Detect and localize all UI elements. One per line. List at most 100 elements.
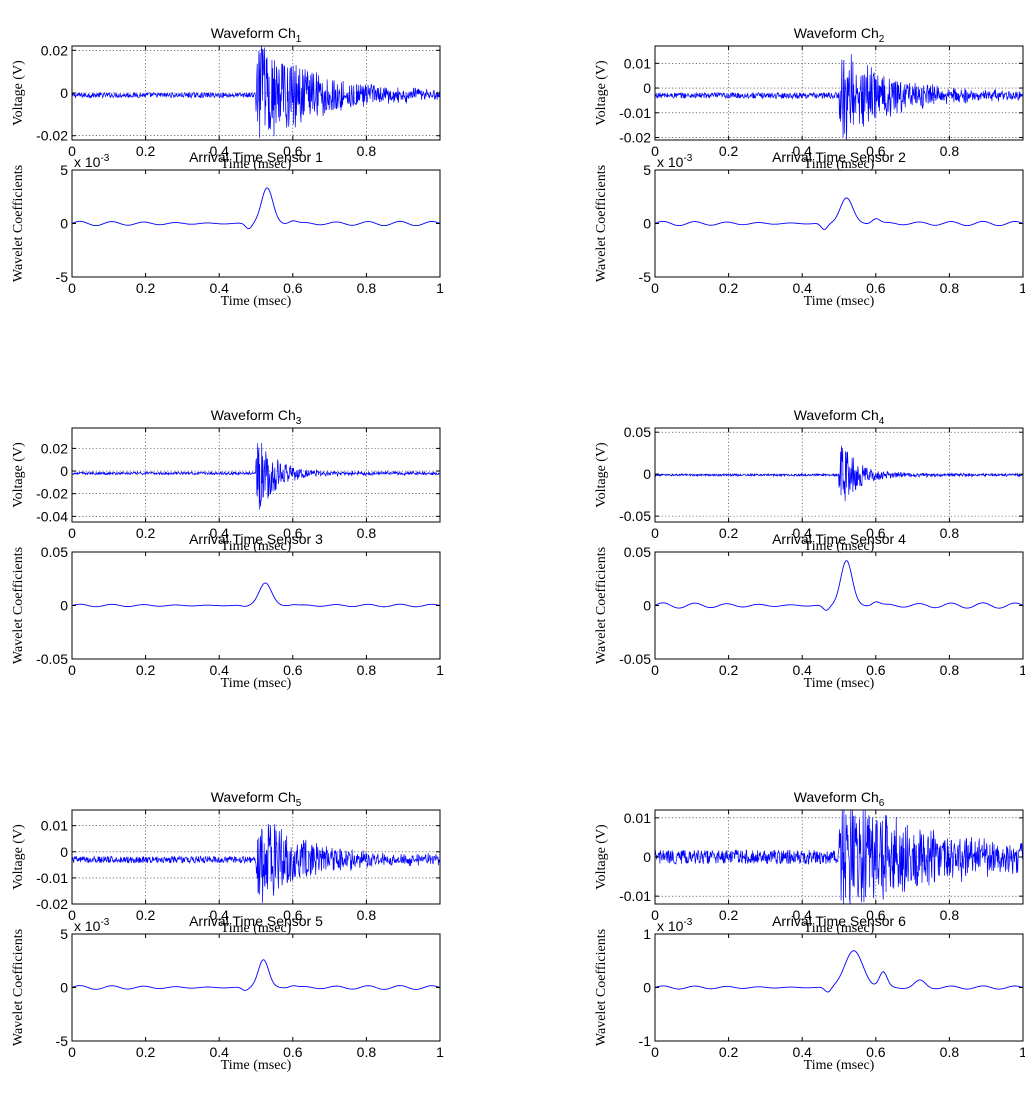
series-line [71,959,441,991]
y-axis-label: Voltage (V) [594,824,609,890]
x-tick-label: 0 [68,280,76,296]
chart-title: Waveform Ch5 [211,789,302,809]
y-tick-label: -0.01 [36,870,68,886]
chart-title: Arrival Time Sensor 3 [189,531,323,547]
exponent-power: -3 [683,917,692,928]
y-tick-label: 0 [60,216,68,232]
y-tick-label: 5 [60,162,68,178]
x-tick-label: 0.2 [136,1044,156,1060]
x-tick-label: 0.8 [357,143,377,159]
y-tick-label: 0 [643,216,651,232]
x-tick-label: 0.2 [136,280,156,296]
x-tick-label: 0.8 [940,280,960,296]
x-tick-label: 0.4 [792,907,812,923]
y-axis-label: Wavelet Coefficients [594,165,609,282]
x-tick-label: 0 [651,280,659,296]
axes-frame [654,427,1024,523]
x-tick-label: 0.4 [792,280,812,296]
x-tick-label: 0.4 [792,525,812,541]
y-axis-label: Wavelet Coefficients [11,929,26,1046]
y-tick-label: 5 [60,926,68,942]
x-tick-label: 0.2 [136,525,156,541]
chart-title: Arrival Time Sensor 1 [189,149,323,165]
x-tick-label: 0.2 [719,525,739,541]
y-tick-label: -0.01 [619,105,651,121]
axes-frame [654,551,1024,660]
x-tick-label: 0.2 [136,907,156,923]
y-tick-label: 0 [643,980,651,996]
axes-frame [654,933,1024,1042]
x-axis-label: Time (msec) [804,921,875,936]
x-tick-label: 0 [68,662,76,678]
x-tick-label: 0.4 [209,143,229,159]
chart-title: Arrival Time Sensor 2 [772,149,906,165]
x-tick-label: 0.8 [940,662,960,678]
y-tick-label: 1 [643,926,651,942]
y-tick-label: 0.01 [624,810,651,826]
x-axis-label: Time (msec) [221,676,292,691]
series-line [71,582,441,608]
x-tick-label: 0.8 [940,907,960,923]
axes-frame [71,809,441,905]
series-line [654,809,1024,905]
y-tick-label: 0 [60,598,68,614]
x-tick-label: 0.2 [719,907,739,923]
y-tick-label: -0.02 [36,486,68,502]
y-tick-label: 0 [643,849,651,865]
series-line [71,823,441,903]
x-tick-label: 1 [436,280,444,296]
y-tick-label: 5 [643,162,651,178]
exponent-power: -3 [100,917,109,928]
series-line [654,950,1024,993]
x-tick-label: 0 [651,1044,659,1060]
y-tick-label: -1 [639,1033,652,1049]
y-tick-label: -0.02 [36,128,68,144]
x-tick-label: 0.4 [209,280,229,296]
x-tick-label: 0.4 [209,525,229,541]
x-tick-label: 1 [436,1044,444,1060]
series-line [654,197,1024,230]
series-line [71,187,441,230]
x-axis-label: Time (msec) [804,157,875,172]
y-tick-label: 0.01 [41,818,68,834]
y-tick-label: 0 [643,80,651,96]
y-tick-label: 0 [60,844,68,860]
y-tick-label: -0.05 [619,508,651,524]
x-tick-label: 1 [1019,1044,1025,1060]
x-tick-label: 0.4 [209,662,229,678]
x-axis-label: Time (msec) [221,921,292,936]
chart-title: Waveform Ch1 [211,25,302,45]
x-tick-label: 0 [68,143,76,159]
chart-title-subscript: 2 [879,34,885,45]
y-tick-label: 0 [60,980,68,996]
y-axis-label: Wavelet Coefficients [11,547,26,664]
y-tick-label: -0.02 [619,130,651,146]
y-tick-label: -5 [56,1033,69,1049]
waveform-chart-3: 0 0.2 0.4 0.6 0.8 -0.02 -0.01 0 0.01 Waveform Ch2… [594,25,1024,172]
x-axis-label: Time (msec) [221,157,292,172]
axes-frame [71,427,441,523]
y-tick-label: 0.01 [624,55,651,71]
x-tick-label: 0.6 [283,1044,303,1060]
x-tick-label: 0.2 [136,143,156,159]
x-tick-label: 1 [1019,662,1025,678]
x-axis-label: Time (msec) [804,676,875,691]
chart-title: Waveform Ch6 [794,789,885,809]
y-tick-label: -0.05 [36,651,68,667]
x-tick-label: 0.6 [866,907,886,923]
y-tick-label: 0 [60,85,68,101]
x-tick-label: 0.6 [866,280,886,296]
x-tick-label: 0.8 [357,907,377,923]
x-tick-label: 0.4 [209,907,229,923]
x-axis-label: Time (msec) [221,294,292,309]
x-tick-label: 0.6 [866,1044,886,1060]
x-tick-label: 0 [68,1044,76,1060]
y-axis-label: Voltage (V) [11,824,26,890]
